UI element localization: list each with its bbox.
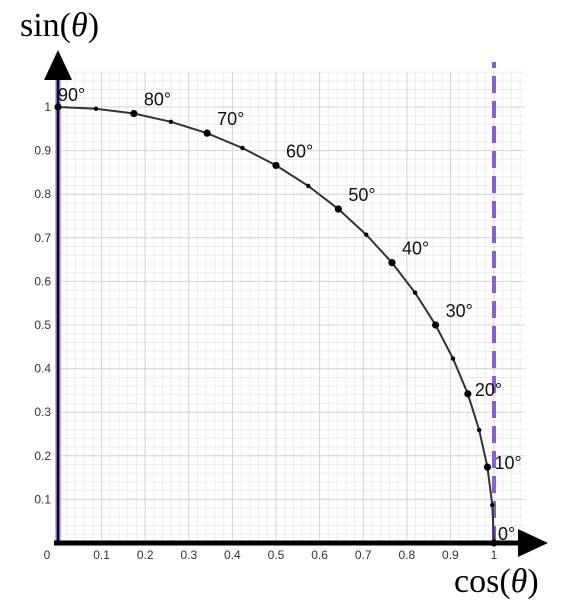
point-layer <box>54 103 498 547</box>
x-tick-label: 0.2 <box>137 548 154 562</box>
angle-label: 70° <box>217 109 244 129</box>
y-tick-label: 0.5 <box>34 318 51 332</box>
x-axis-title: cos(θ) <box>454 563 539 600</box>
angle-label: 30° <box>446 301 473 321</box>
data-point <box>490 502 495 508</box>
data-point <box>464 390 472 398</box>
y-tick-label: 0.3 <box>34 405 51 419</box>
data-point <box>450 356 456 361</box>
angle-label: 10° <box>494 453 521 473</box>
x-tick-label: 0.1 <box>93 548 110 562</box>
data-point <box>203 129 211 137</box>
data-point <box>431 321 440 329</box>
x-tick-label: 0.6 <box>311 548 328 562</box>
y-tick-label: 0.1 <box>34 492 51 506</box>
y-tick-label: 0.6 <box>34 274 51 288</box>
angle-label: 20° <box>475 380 502 400</box>
data-point <box>130 109 138 118</box>
data-point <box>476 427 482 433</box>
y-tick-label: 0.2 <box>34 449 51 463</box>
y-tick-label: 0.9 <box>34 144 51 158</box>
data-point <box>168 119 174 125</box>
x-tick-label: 0.3 <box>180 548 197 562</box>
angle-label: 40° <box>402 239 429 259</box>
angle-label-layer: 0° 10° 20° 30° 40° 50° 60° 70° 80° 90° <box>58 85 522 544</box>
data-point <box>272 161 280 170</box>
y-axis-title: sin(θ) <box>20 7 99 44</box>
data-point <box>364 232 369 237</box>
data-point <box>93 106 99 111</box>
x-tick-label: 1 <box>491 548 498 562</box>
angle-label: 80° <box>144 90 171 110</box>
y-tick-label: 1 <box>44 100 51 114</box>
data-point <box>483 463 492 471</box>
x-tick-label: 0 <box>44 548 51 562</box>
angle-label: 0° <box>498 524 515 544</box>
y-tick-label: 0.8 <box>34 187 51 201</box>
x-tick-label: 0.7 <box>355 548 372 562</box>
y-tick-label: 0.4 <box>34 362 51 376</box>
angle-label: 60° <box>286 141 313 161</box>
x-tick-label: 0.4 <box>224 548 241 562</box>
y-tick-label: 0.7 <box>34 231 51 245</box>
x-tick-label: 0.9 <box>442 548 459 562</box>
data-point <box>412 290 418 295</box>
angle-label: 90° <box>58 85 85 105</box>
axes <box>44 50 548 557</box>
x-tick-label: 0.8 <box>398 548 415 562</box>
data-point <box>388 259 396 267</box>
y-axis-arrow <box>44 50 72 80</box>
data-point <box>306 183 311 189</box>
x-axis-arrow <box>518 529 548 557</box>
data-point <box>240 145 245 151</box>
data-point <box>334 205 342 213</box>
tick-labels: 0 0.1 0.2 0.3 0.4 0.5 0.6 0.7 0.8 0.9 1 0.1 0.2 0.3 0.… <box>34 100 497 562</box>
x-tick-label: 0.5 <box>268 548 285 562</box>
angle-label: 50° <box>348 185 375 205</box>
